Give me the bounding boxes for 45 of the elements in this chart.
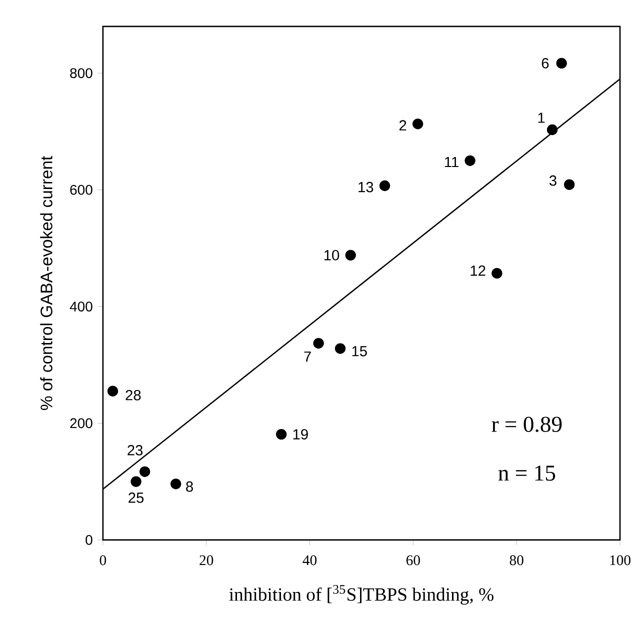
y-tick-label: 400 [70, 302, 92, 312]
annotation: 12 [470, 266, 486, 276]
y-tick-label: 200 [70, 418, 92, 428]
point [276, 428, 287, 440]
annotation: 10 [324, 250, 340, 260]
point [313, 338, 324, 349]
x-tick-label: 80 [510, 555, 524, 566]
x-tick-label: 20 [200, 555, 214, 566]
point [564, 179, 575, 190]
annotation: n = 15 [498, 466, 556, 481]
point [345, 250, 356, 261]
y-axis-title: % of control GABA-evoked current [40, 156, 52, 410]
annotation: 25 [128, 492, 144, 503]
point [556, 58, 567, 69]
point [334, 343, 346, 354]
point [492, 268, 502, 279]
point [170, 478, 182, 490]
x-tick-label: 40 [302, 555, 317, 566]
x-axis-title: inhibition of [$^{35}$S]TBPS binding, % [229, 585, 494, 605]
annotation: 1 [538, 112, 545, 123]
y-tick-label: 800 [70, 68, 92, 78]
point [130, 476, 142, 487]
point [412, 118, 424, 130]
point [464, 155, 476, 166]
point [546, 124, 558, 136]
y-tick-label: 0 [86, 534, 92, 545]
point [139, 466, 150, 477]
annotation: 13 [358, 182, 374, 192]
point [107, 386, 118, 396]
annotation: 23 [128, 445, 143, 456]
annotation: 28 [126, 390, 141, 400]
annotation: 6 [542, 58, 549, 68]
x-tick-label: 100 [610, 555, 630, 566]
x-tick-label: 60 [406, 555, 420, 566]
y-tick-label: 600 [70, 184, 92, 195]
point [379, 180, 390, 192]
annotation: 11 [445, 156, 458, 168]
x-tick-label: 0 [100, 555, 106, 566]
annotation: 8 [186, 481, 193, 492]
annotation: 15 [352, 346, 367, 356]
annotation: 19 [293, 429, 308, 440]
annotation: r = 0.89 [492, 416, 562, 432]
annotation: 3 [549, 175, 556, 186]
annotation: 7 [304, 352, 311, 362]
annotation: 2 [399, 120, 406, 130]
